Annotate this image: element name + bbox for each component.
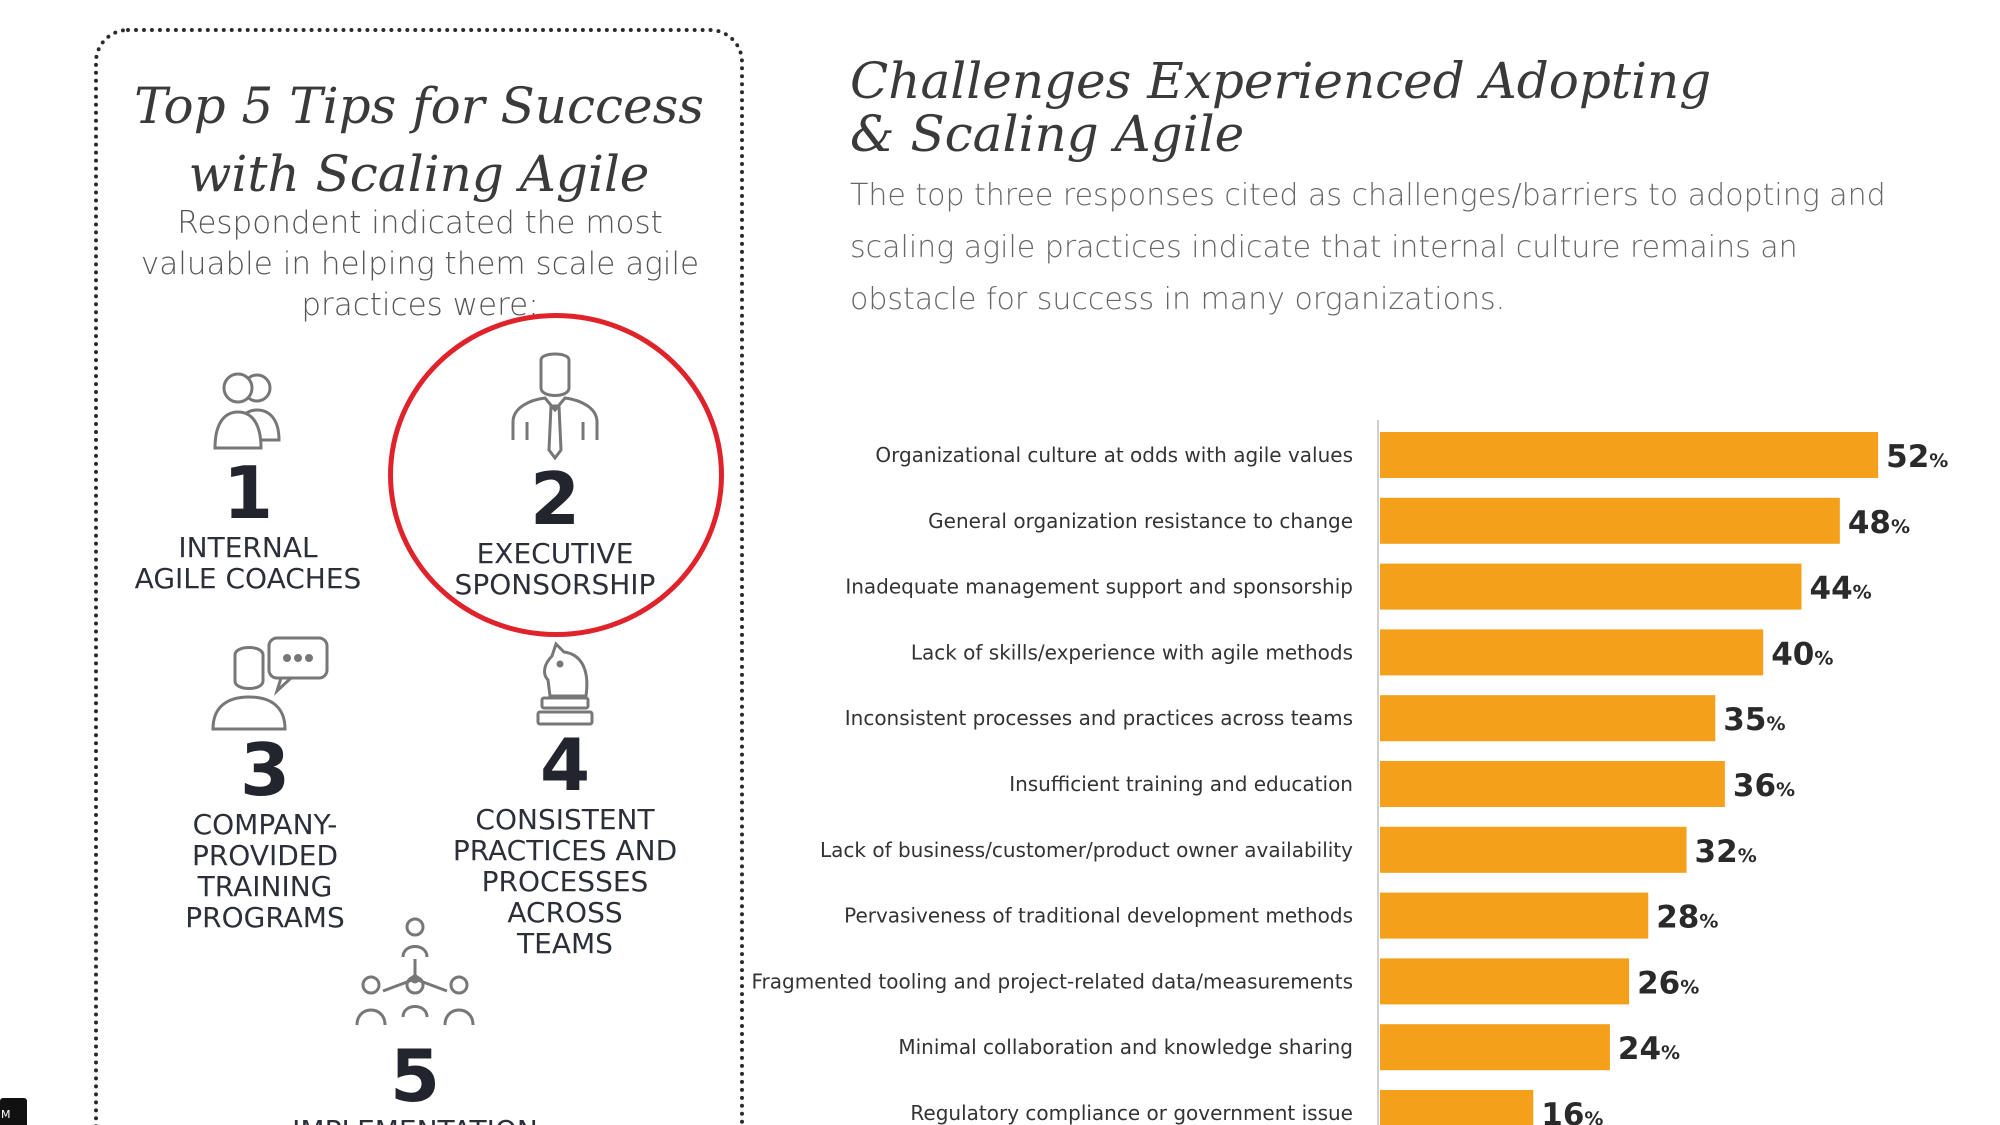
chess-knight-icon <box>536 641 594 726</box>
category-label: Insufficient training and education <box>1009 772 1353 796</box>
person-speech-bubble-icon <box>211 636 329 731</box>
category-label: Fragmented tooling and project-related d… <box>752 969 1354 993</box>
category-label: Lack of skills/experience with agile met… <box>911 640 1353 664</box>
bar <box>1380 1024 1610 1071</box>
data-label: 28% <box>1656 900 1718 936</box>
corner-badge: M <box>0 1098 27 1125</box>
bar <box>1380 1090 1534 1125</box>
tip-number-5: 5 <box>389 1034 441 1118</box>
category-label: General organization resistance to chang… <box>928 509 1353 533</box>
category-label: Inconsistent processes and practices acr… <box>845 706 1353 730</box>
tip-item-1: 1 INTERNAL AGILE COACHES <box>118 368 378 594</box>
category-label: Regulatory compliance or government issu… <box>910 1101 1353 1125</box>
chart-title: Challenges Experienced Adopting & Scalin… <box>850 52 1712 163</box>
bar <box>1380 432 1879 478</box>
two-people-icon <box>213 372 281 450</box>
category-label: Pervasiveness of traditional development… <box>844 904 1353 928</box>
data-label: 24% <box>1618 1031 1680 1067</box>
chart-subtitle: The top three responses cited as challen… <box>850 178 1886 317</box>
data-label: 36% <box>1733 768 1795 804</box>
category-label: Lack of business/customer/product owner … <box>820 838 1353 862</box>
tips-title-line2: with Scaling Agile <box>188 145 650 203</box>
bar <box>1380 629 1764 676</box>
bar <box>1380 497 1840 544</box>
tip-label-5: IMPLEMENTATION <box>250 1115 580 1125</box>
tips-title-line1: Top 5 Tips for Success <box>134 77 704 135</box>
tip-label-3: COMPANY- PROVIDED TRAINING PROGRAMS <box>185 808 345 934</box>
tip-item-3: 3 COMPANY- PROVIDED TRAINING PROGRAMS <box>140 635 390 933</box>
bar <box>1380 695 1716 742</box>
category-label: Inadequate management support and sponso… <box>845 575 1353 599</box>
highlight-circle <box>388 313 724 637</box>
tips-panel <box>94 28 744 1125</box>
tips-title: Top 5 Tips for Success with Scaling Agil… <box>94 72 744 208</box>
tip-number-1: 1 <box>222 451 274 535</box>
bar <box>1380 958 1630 1005</box>
data-label: 40% <box>1771 636 1833 672</box>
org-structure-icon <box>355 917 475 1026</box>
category-label: Minimal collaboration and knowledge shar… <box>898 1035 1353 1059</box>
data-label: 35% <box>1723 702 1785 738</box>
tip-number-4: 4 <box>539 723 591 807</box>
tip-label-4: CONSISTENT PRACTICES AND PROCESSES ACROS… <box>452 803 678 960</box>
data-label: 16% <box>1541 1097 1603 1125</box>
tip-number-3: 3 <box>239 728 291 812</box>
data-label: 44% <box>1810 571 1872 607</box>
data-label: 52% <box>1886 439 1948 475</box>
data-label: 48% <box>1848 505 1910 541</box>
tip-item-5: 5 IMPLEMENTATION <box>250 915 580 1125</box>
data-label: 26% <box>1637 965 1699 1001</box>
category-label: Organizational culture at odds with agil… <box>875 443 1353 467</box>
data-label: 32% <box>1695 834 1757 870</box>
tip-label-1: INTERNAL AGILE COACHES <box>134 531 362 595</box>
bar <box>1380 563 1802 610</box>
tips-subtitle: Respondent indicated the most valuable i… <box>140 205 700 323</box>
bar <box>1380 892 1649 939</box>
tip-item-4: 4 CONSISTENT PRACTICES AND PROCESSES ACR… <box>420 640 710 959</box>
bar <box>1380 761 1725 807</box>
bar <box>1380 826 1687 873</box>
